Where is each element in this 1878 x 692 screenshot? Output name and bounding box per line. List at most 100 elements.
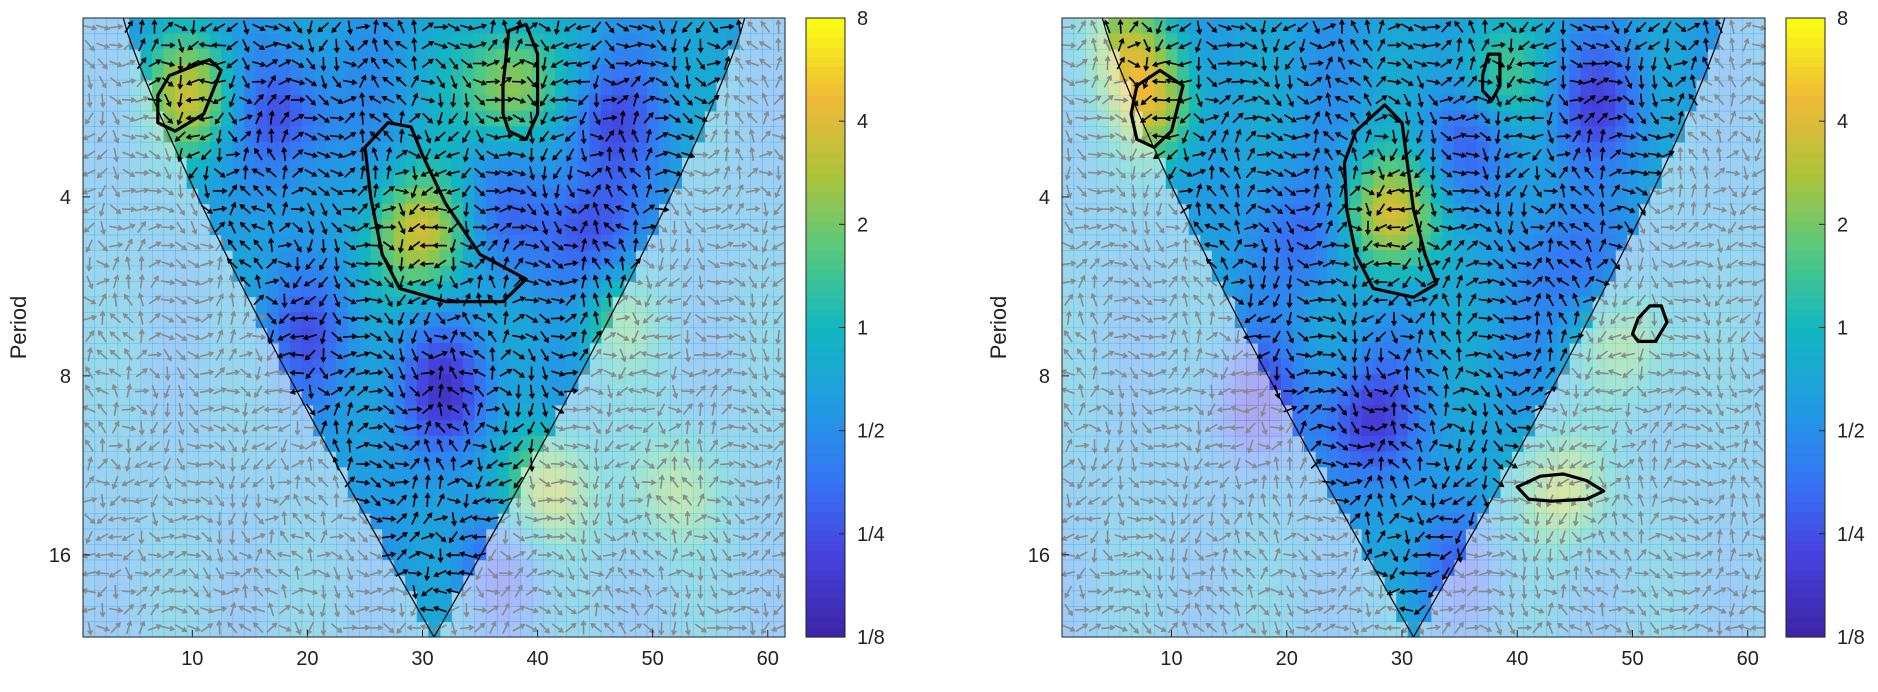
heat-cell: [313, 33, 326, 50]
heat-cell: [152, 621, 165, 638]
heat-cell: [336, 64, 349, 81]
heat-cell: [727, 265, 740, 282]
heat-cell: [474, 64, 487, 81]
heat-cell: [313, 110, 326, 127]
heat-cell: [336, 141, 349, 158]
heat-cell: [94, 389, 107, 406]
heat-cell: [336, 126, 349, 143]
heat-cell: [474, 404, 487, 421]
heat-cell: [704, 404, 717, 421]
heat-cell: [175, 172, 188, 189]
heat-cell: [117, 342, 130, 360]
colorbar-segment: [806, 443, 845, 454]
heat-cell: [94, 528, 107, 545]
colorbar-tick-label: 1/8: [857, 627, 885, 649]
heat-cell: [416, 18, 429, 35]
heat-cell: [140, 250, 153, 267]
heat-cell: [1615, 110, 1628, 127]
heat-cell: [1465, 48, 1478, 66]
heat-cell: [232, 296, 245, 313]
heat-cell: [1419, 141, 1432, 158]
heat-cell: [301, 33, 314, 50]
heat-cell: [451, 48, 464, 66]
heat-cell: [715, 48, 729, 66]
heat-cell: [428, 265, 441, 282]
heat-cell: [451, 64, 464, 81]
colorbar-tick-label: 4: [857, 111, 868, 133]
heat-cell: [336, 404, 349, 421]
colorbar-segment: [806, 491, 845, 503]
heat-cell: [267, 33, 280, 50]
heat-cell: [554, 126, 567, 143]
heat-cell: [106, 110, 119, 127]
colorbar-segment: [806, 327, 845, 338]
heat-cell: [1373, 48, 1386, 66]
heat-cell: [267, 420, 280, 437]
heat-cell: [1638, 48, 1651, 66]
heat-cell: [209, 435, 222, 452]
heat-cell: [186, 373, 199, 390]
heat-cell: [520, 389, 533, 406]
colorbar-segment: [806, 27, 845, 38]
colorbar-segment: [806, 414, 845, 425]
heat-cell: [232, 420, 245, 437]
colorbar-segment: [806, 153, 845, 164]
heat-cell: [497, 234, 510, 251]
colorbar-segment: [806, 569, 845, 580]
heat-cell: [221, 327, 234, 344]
heat-cell: [255, 312, 268, 329]
heat-cell: [658, 18, 671, 35]
heat-cell: [428, 141, 441, 158]
heat-cell: [704, 203, 717, 220]
heat-cell: [566, 528, 579, 545]
heat-cell: [129, 327, 142, 344]
heat-cell: [462, 373, 475, 390]
heat-cell: [623, 389, 636, 406]
heat-cell: [600, 373, 613, 390]
colorbar-segment: [806, 134, 845, 145]
heat-cell: [1442, 141, 1455, 158]
heat-cell: [646, 389, 660, 406]
colorbar-tick-label: 1/4: [857, 524, 885, 546]
heat-cell: [347, 250, 360, 267]
heat-cell: [267, 18, 280, 35]
heat-cell: [359, 575, 372, 592]
heat-cell: [140, 281, 153, 298]
heat-cell: [117, 203, 130, 220]
heat-cell: [750, 141, 763, 158]
heat-cell: [761, 528, 775, 545]
heat-cell: [347, 265, 360, 282]
colorbar-segment: [806, 385, 845, 396]
heat-cell: [393, 172, 406, 189]
heat-cell: [727, 373, 740, 390]
heat-cell: [658, 64, 671, 81]
heat-cell: [520, 358, 533, 375]
heat-cell: [1718, 48, 1732, 66]
heat-cell: [83, 157, 96, 174]
heat-cell: [577, 265, 590, 282]
heat-cell: [347, 64, 360, 81]
heat-cell: [635, 234, 648, 251]
heat-cell: [129, 172, 142, 189]
colorbar-segment: [806, 221, 845, 232]
heat-cell: [589, 281, 602, 298]
heat-cell: [301, 358, 314, 375]
heat-cell: [692, 559, 706, 576]
heat-cell: [451, 157, 464, 174]
heat-cell: [485, 126, 498, 143]
heat-cell: [600, 559, 613, 576]
heat-cell: [278, 389, 291, 406]
heat-cell: [1304, 110, 1317, 127]
heat-cell: [290, 188, 303, 205]
heat-cell: [1373, 126, 1386, 143]
heat-cell: [152, 482, 165, 499]
colorbar-segment: [806, 105, 845, 116]
heat-cell: [393, 157, 406, 174]
heat-cell: [313, 265, 326, 282]
heat-cell: [186, 358, 199, 375]
heat-cell: [738, 265, 752, 282]
heat-cell: [152, 172, 165, 189]
heat-cell: [485, 64, 498, 81]
heat-cell: [198, 389, 211, 406]
heat-cell: [497, 281, 510, 298]
